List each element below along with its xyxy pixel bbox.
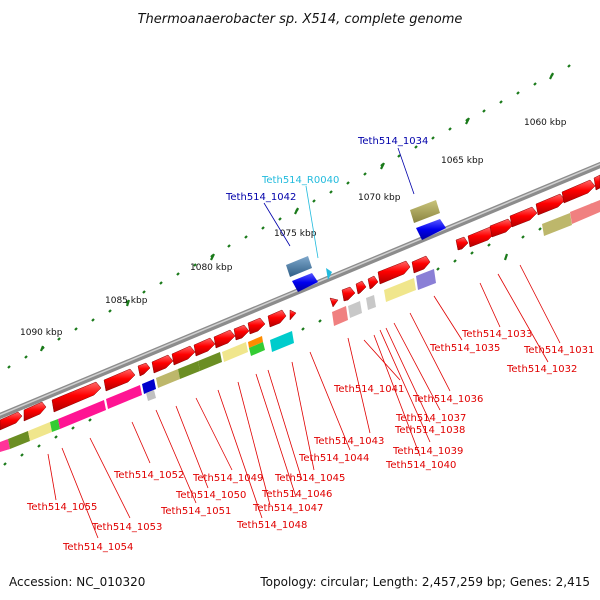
gene-arrow[interactable]: [329, 297, 339, 308]
forward-genes: [0, 174, 600, 431]
gene-label[interactable]: Teth514_1051: [160, 506, 231, 517]
gene-label[interactable]: Teth514_1043: [313, 436, 384, 447]
gene-arrow[interactable]: [0, 411, 23, 431]
scale-label: 1075 kbp: [274, 229, 317, 239]
gene-arrow[interactable]: [193, 337, 216, 357]
gene-label[interactable]: Teth514_1033: [461, 329, 532, 340]
gene-arrow[interactable]: [455, 236, 469, 251]
scale-label: 1060 kbp: [524, 118, 567, 128]
scale-ticks: [7, 64, 571, 369]
cog-block[interactable]: [198, 352, 222, 371]
gene-arrow[interactable]: [103, 368, 136, 392]
gene-block-olive[interactable]: [410, 200, 440, 223]
cog-block[interactable]: [50, 419, 60, 432]
gene-arrow[interactable]: [593, 174, 600, 191]
gene-label[interactable]: Teth514_1048: [236, 520, 307, 531]
gene-label[interactable]: Teth514_1038: [394, 425, 465, 436]
gene-block-steel[interactable]: [286, 256, 312, 277]
cog-block[interactable]: [156, 369, 180, 388]
cog-block[interactable]: [416, 269, 436, 290]
gene-label[interactable]: Teth514_1034: [357, 136, 428, 147]
gene-arrow[interactable]: [171, 345, 196, 366]
accession-text: Accession: NC_010320: [9, 575, 145, 589]
gene-arrow[interactable]: [561, 179, 596, 204]
gene-label[interactable]: Teth514_1046: [261, 489, 332, 500]
scale-label: 1080 kbp: [190, 263, 233, 273]
gene-label[interactable]: Teth514_1036: [412, 394, 483, 405]
gene-arrow[interactable]: [535, 193, 566, 216]
scale-label: 1065 kbp: [441, 156, 484, 166]
gene-label[interactable]: Teth514_1045: [274, 473, 345, 484]
gene-label[interactable]: Teth514_1037: [395, 413, 466, 424]
scale-label: 1070 kbp: [358, 193, 401, 203]
gene-arrow[interactable]: [267, 309, 287, 328]
gene-arrow[interactable]: [151, 354, 174, 374]
gene-arrow[interactable]: [341, 286, 356, 302]
gene-arrow[interactable]: [137, 362, 151, 377]
gene-arrow[interactable]: [51, 381, 102, 413]
cog-block[interactable]: [106, 385, 142, 409]
gene-arrow[interactable]: [247, 317, 266, 335]
cog-block[interactable]: [366, 295, 376, 310]
gene-arrow[interactable]: [23, 401, 47, 422]
gene-label[interactable]: Teth514_1039: [392, 446, 463, 457]
lower-labels: Teth514_1031 Teth514_1032 Teth514_1033 T…: [26, 329, 594, 553]
gene-label[interactable]: Teth514_1035: [429, 343, 500, 354]
cog-block[interactable]: [384, 278, 416, 302]
cog-block[interactable]: [8, 431, 30, 449]
gene-label[interactable]: Teth514_R0040: [261, 175, 339, 186]
cog-block[interactable]: [0, 439, 10, 452]
cog-block[interactable]: [248, 336, 263, 348]
scale-label: 1085 kbp: [105, 296, 148, 306]
cog-block[interactable]: [28, 422, 52, 441]
gene-arrow[interactable]: [289, 309, 297, 321]
cog-block[interactable]: [270, 331, 294, 352]
gene-label[interactable]: Teth514_1055: [26, 502, 97, 513]
gene-arrow-blue[interactable]: [292, 273, 318, 292]
cog-block[interactable]: [332, 306, 348, 326]
cog-block[interactable]: [348, 301, 362, 318]
cog-block[interactable]: [222, 342, 248, 362]
scale-labels: 1060 kbp 1065 kbp 1070 kbp 1075 kbp 1080…: [20, 118, 567, 338]
gene-label[interactable]: Teth514_1042: [225, 192, 296, 203]
gene-arrow[interactable]: [467, 226, 496, 248]
gene-label[interactable]: Teth514_1049: [192, 473, 263, 484]
gene-arrow[interactable]: [377, 260, 411, 285]
gene-label[interactable]: Teth514_1032: [506, 364, 577, 375]
cog-block[interactable]: [178, 361, 200, 379]
gene-arrow[interactable]: [233, 324, 250, 341]
gene-arrow-blue[interactable]: [416, 219, 446, 240]
map-title: Thermoanaerobacter sp. X514, complete ge…: [138, 12, 463, 27]
gene-arrow[interactable]: [213, 329, 236, 349]
gene-label[interactable]: Teth514_1053: [91, 522, 162, 533]
cog-block[interactable]: [249, 342, 265, 356]
gene-arrow[interactable]: [367, 275, 379, 290]
cog-block[interactable]: [570, 200, 600, 224]
cog-block[interactable]: [542, 213, 572, 236]
gene-label[interactable]: Teth514_1052: [113, 470, 184, 481]
upper-leaders: [263, 147, 415, 259]
gene-label[interactable]: Teth514_1050: [175, 490, 246, 501]
rna-arrow[interactable]: [326, 268, 332, 280]
gene-arrow[interactable]: [509, 206, 538, 228]
gene-arrow[interactable]: [355, 280, 367, 295]
gene-label[interactable]: Teth514_1040: [385, 460, 456, 471]
cog-block[interactable]: [58, 400, 106, 429]
lower-leaders: [47, 264, 561, 539]
cog-block[interactable]: [142, 379, 156, 394]
forward-cog-band: [0, 200, 600, 452]
gene-arrow[interactable]: [489, 218, 514, 238]
upper-features: [286, 200, 446, 292]
gene-label[interactable]: Teth514_1047: [252, 503, 323, 514]
gene-label[interactable]: Teth514_1054: [62, 542, 133, 553]
topology-text: Topology: circular; Length: 2,457,259 bp…: [259, 575, 590, 589]
gene-label[interactable]: Teth514_1044: [298, 453, 369, 464]
gene-label[interactable]: Teth514_1041: [333, 384, 404, 395]
gene-label[interactable]: Teth514_1031: [523, 345, 594, 356]
scale-label: 1090 kbp: [20, 328, 63, 338]
cog-block[interactable]: [146, 390, 156, 401]
gene-arrow[interactable]: [411, 255, 431, 274]
